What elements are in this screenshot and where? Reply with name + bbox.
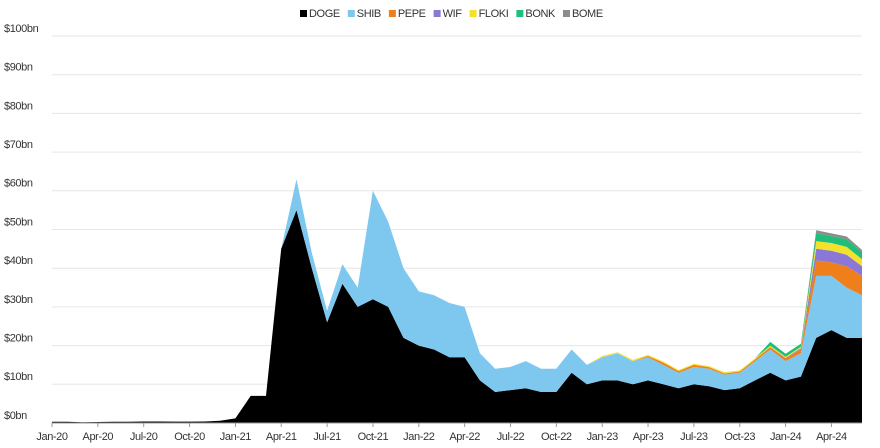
- x-tick-label: Oct-22: [541, 431, 572, 443]
- legend-swatch: [388, 10, 396, 17]
- y-tick-label: $50bn: [4, 216, 33, 228]
- x-tick-label: Jan-22: [403, 431, 435, 443]
- legend-label: WIF: [443, 8, 463, 20]
- legend-swatch: [433, 10, 441, 17]
- x-tick-label: Jan-21: [220, 431, 252, 443]
- y-tick-label: $30bn: [4, 294, 33, 306]
- legend-label: DOGE: [309, 8, 340, 20]
- y-tick-label: $100bn: [4, 23, 39, 35]
- y-tick-label: $70bn: [4, 139, 33, 151]
- legend-label: PEPE: [398, 8, 426, 20]
- y-tick-label: $0bn: [4, 410, 27, 422]
- y-tick-label: $10bn: [4, 371, 33, 383]
- legend-swatch: [469, 10, 477, 17]
- x-tick-label: Jan-24: [770, 431, 802, 443]
- x-tick-label: Apr-22: [449, 431, 480, 443]
- legend-swatch: [347, 10, 355, 17]
- x-tick-label: Oct-23: [724, 431, 755, 443]
- x-tick-label: Jul-23: [680, 431, 708, 443]
- x-tick-label: Jan-20: [36, 431, 68, 443]
- x-tick-label: Jan-23: [587, 431, 619, 443]
- x-tick-label: Jul-20: [130, 431, 158, 443]
- x-tick-label: Apr-20: [83, 431, 114, 443]
- legend-label: BONK: [525, 8, 556, 20]
- x-tick-label: Oct-20: [174, 431, 205, 443]
- y-tick-label: $90bn: [4, 62, 33, 74]
- x-tick-label: Apr-21: [266, 431, 297, 443]
- x-tick-label: Jul-22: [497, 431, 525, 443]
- x-tick-label: Apr-24: [816, 431, 847, 443]
- y-tick-label: $20bn: [4, 333, 33, 345]
- legend-swatch: [516, 10, 524, 17]
- x-tick-label: Oct-21: [358, 431, 389, 443]
- legend-label: BOME: [572, 8, 603, 20]
- legend-label: FLOKI: [479, 8, 509, 20]
- y-tick-label: $80bn: [4, 100, 33, 112]
- x-tick-label: Apr-23: [633, 431, 664, 443]
- area: [52, 210, 862, 423]
- y-tick-label: $60bn: [4, 178, 33, 190]
- legend-label: SHIB: [357, 8, 381, 20]
- legend-swatch: [562, 10, 570, 17]
- legend-swatch: [300, 10, 307, 17]
- area: [52, 179, 862, 423]
- x-tick-label: Jul-21: [313, 431, 341, 443]
- y-tick-label: $40bn: [4, 255, 33, 267]
